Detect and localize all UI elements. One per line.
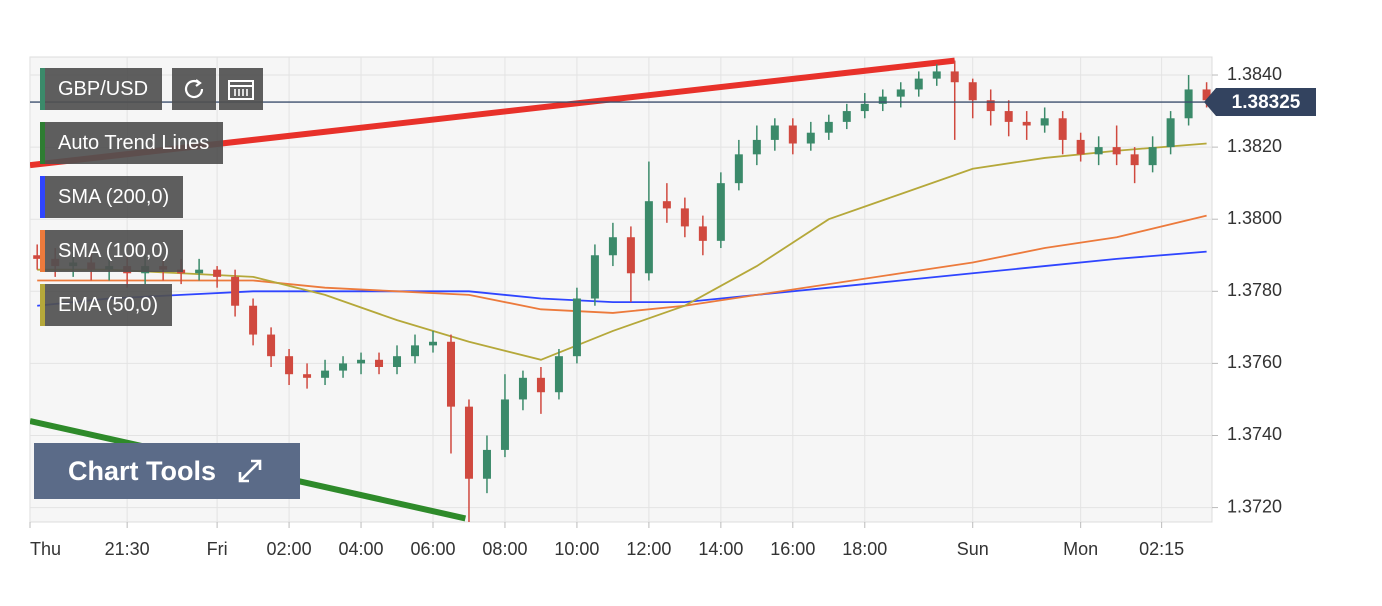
candle-body xyxy=(267,334,276,357)
refresh-button[interactable] xyxy=(172,68,216,110)
x-tick-label: 16:00 xyxy=(770,539,815,559)
candle-body xyxy=(1184,89,1193,119)
candle-body xyxy=(1148,147,1157,166)
candle-body xyxy=(518,377,527,400)
y-tick-label: 1.3740 xyxy=(1227,424,1282,444)
x-tick-label: Thu xyxy=(30,539,61,559)
x-tick-label: 14:00 xyxy=(698,539,743,559)
legend-item[interactable]: Auto Trend Lines xyxy=(40,122,224,164)
candle-body xyxy=(428,341,437,346)
candle-body xyxy=(644,201,653,274)
candle-body xyxy=(446,341,455,407)
candle-body xyxy=(554,356,563,393)
last-price-tag xyxy=(1204,88,1316,117)
candle-body xyxy=(339,363,348,371)
candle-body xyxy=(626,237,635,274)
candle-body xyxy=(357,359,366,364)
candle-body xyxy=(33,255,42,259)
x-tick-label: 08:00 xyxy=(482,539,527,559)
candle-body xyxy=(1076,139,1085,155)
history-icon xyxy=(228,80,254,100)
expand-icon xyxy=(238,459,262,483)
candle-body xyxy=(716,183,725,241)
candle-body xyxy=(195,269,204,274)
candle-body xyxy=(608,237,617,256)
candle-body xyxy=(662,201,671,209)
candle-body xyxy=(393,356,402,367)
candle-body xyxy=(806,132,815,144)
candle-body xyxy=(968,82,977,101)
candle-body xyxy=(411,345,420,357)
candle-body xyxy=(788,125,797,144)
refresh-icon xyxy=(184,79,204,99)
y-tick-label: 1.3800 xyxy=(1227,208,1282,228)
candle-body xyxy=(986,100,995,112)
candle-body xyxy=(231,276,240,306)
candle-body xyxy=(1130,154,1139,166)
history-button[interactable] xyxy=(219,68,263,110)
candle-body xyxy=(213,269,222,277)
candle-body xyxy=(249,305,258,335)
candle-body xyxy=(590,255,599,299)
candle-body xyxy=(1094,147,1103,155)
candle-body xyxy=(303,374,312,378)
indicator-line xyxy=(37,142,1207,361)
chart-tools-button[interactable]: Chart Tools xyxy=(34,443,300,499)
x-tick-label: 02:00 xyxy=(267,539,312,559)
x-tick-label: 10:00 xyxy=(554,539,599,559)
candle-body xyxy=(698,226,707,241)
legend-item[interactable]: EMA (50,0) xyxy=(40,284,173,326)
candle-body xyxy=(932,71,941,79)
candle-body xyxy=(752,139,761,155)
x-tick-label: 02:15 xyxy=(1139,539,1184,559)
x-tick-label: 21:30 xyxy=(105,539,150,559)
x-tick-label: 04:00 xyxy=(339,539,384,559)
candle-body xyxy=(285,356,294,375)
candle-body xyxy=(1004,111,1013,122)
candle-body xyxy=(482,449,491,479)
candle-body xyxy=(824,121,833,133)
candle-body xyxy=(1202,89,1211,101)
candle-body xyxy=(572,298,581,357)
legend-item[interactable]: GBP/USD xyxy=(40,68,163,110)
last-price-label: 1.38325 xyxy=(1232,92,1301,113)
candle-body xyxy=(321,370,330,378)
indicator-line xyxy=(37,250,1207,307)
x-tick-label: Fri xyxy=(207,539,228,559)
x-tick-label: 18:00 xyxy=(842,539,887,559)
indicator-line xyxy=(37,214,1207,314)
x-tick-label: Mon xyxy=(1063,539,1098,559)
candle-body xyxy=(842,111,851,122)
y-tick-label: 1.3780 xyxy=(1227,280,1282,300)
candle-body xyxy=(536,377,545,393)
candle-body xyxy=(1112,147,1121,155)
candle-body xyxy=(896,89,905,97)
candle-body xyxy=(680,208,689,227)
candle-body xyxy=(500,399,509,450)
y-tick-label: 1.3720 xyxy=(1227,496,1282,516)
candle-body xyxy=(464,406,473,479)
candle-body xyxy=(1166,118,1175,148)
candle-body xyxy=(375,359,384,367)
candle-body xyxy=(860,103,869,112)
legend-item[interactable]: SMA (100,0) xyxy=(40,230,184,272)
y-tick-label: 1.3820 xyxy=(1227,136,1282,156)
chart-tools-label: Chart Tools xyxy=(68,455,216,486)
x-tick-label: 06:00 xyxy=(410,539,455,559)
candle-body xyxy=(1040,118,1049,126)
candle-body xyxy=(734,154,743,184)
candle-body xyxy=(770,125,779,140)
y-tick-label: 1.3760 xyxy=(1227,352,1282,372)
candle-body xyxy=(914,78,923,90)
y-tick-label: 1.3840 xyxy=(1227,64,1282,84)
x-tick-label: Sun xyxy=(957,539,989,559)
x-tick-label: 12:00 xyxy=(626,539,671,559)
candle-body xyxy=(950,71,959,83)
candle-body xyxy=(878,96,887,104)
candle-body xyxy=(1022,121,1031,126)
candle-body xyxy=(1058,118,1067,140)
legend-item[interactable]: SMA (200,0) xyxy=(40,176,184,218)
